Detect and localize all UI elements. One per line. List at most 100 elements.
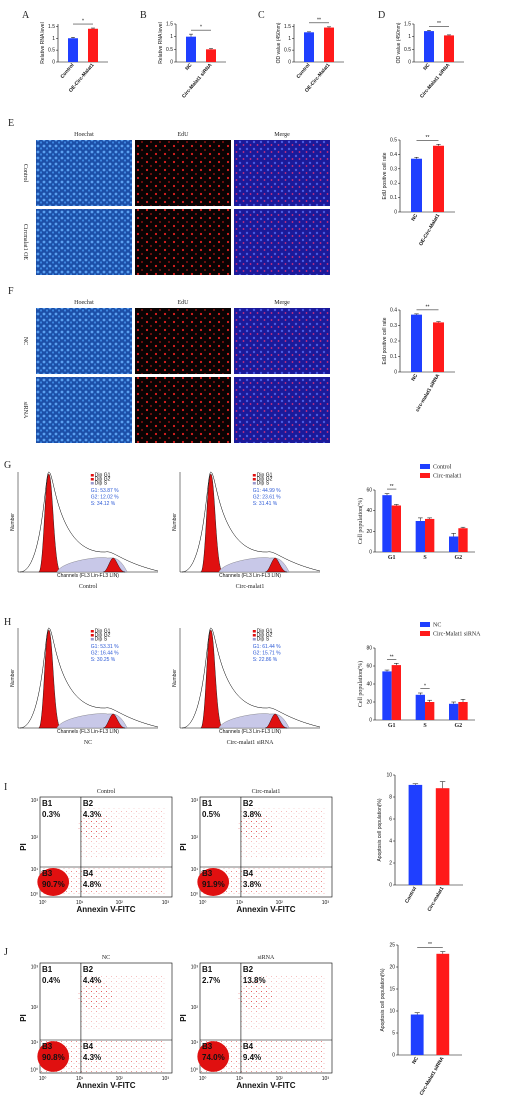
- y-tick-label: 0: [394, 370, 397, 376]
- x-tick-label: 10¹: [76, 900, 84, 906]
- y-tick-label: 5: [392, 1031, 395, 1037]
- panel-letter: A: [22, 10, 30, 21]
- x-tick-label: S: [423, 555, 427, 561]
- y-tick-label: 10¹: [191, 867, 199, 873]
- legend-swatch: [90, 634, 94, 637]
- quadrant-value: 9.4%: [243, 1053, 261, 1062]
- bar: [411, 158, 422, 212]
- x-tick-label: 10⁰: [199, 1076, 207, 1082]
- y-axis-label: Relative RNA level: [40, 22, 46, 63]
- y-tick-label: 10⁰: [30, 1068, 38, 1074]
- apoptosis-bar-I: 0 2 4 6 8 10 Apoptosis cell population(%) Contr…: [377, 773, 463, 913]
- column-title: Merge: [274, 300, 290, 306]
- histogram-outline: [181, 471, 321, 573]
- x-tick-label: NC: [184, 62, 193, 72]
- micrograph-merge: [234, 209, 330, 275]
- y-tick-label: 15: [389, 987, 395, 993]
- bar: [206, 49, 216, 62]
- panel-letter: C: [258, 10, 265, 21]
- y-tick-label: 20: [366, 700, 372, 706]
- sample-name: NC: [84, 740, 92, 746]
- bar-chart-C: 00.511.5OD value (450nm)ControlOE-Circ-M…: [276, 17, 344, 94]
- bar: [458, 528, 468, 552]
- x-tick-label: Control: [296, 62, 312, 80]
- y-axis-label: Apoptosis cell population(%): [380, 968, 386, 1031]
- y-tick-label: 0.3: [390, 166, 397, 172]
- x-tick-label: Circ-malat1: [427, 886, 446, 913]
- micrograph-edu: [135, 209, 231, 275]
- plot-frame: [199, 962, 333, 1074]
- phase-stat: S: 22.86 %: [253, 657, 278, 663]
- y-tick-label: 1: [52, 36, 55, 42]
- sample-name: NC: [102, 955, 110, 961]
- y-tick-label: 60: [366, 488, 372, 494]
- histogram-outline: [181, 627, 321, 729]
- y-tick-label: 10³: [31, 798, 39, 804]
- y-tick-label: 10³: [191, 798, 199, 804]
- x-tick-label: 10²: [276, 1076, 284, 1082]
- y-axis-label: Relative RNA level: [158, 22, 164, 63]
- quadrant-value: 3.8%: [243, 880, 261, 889]
- bar: [411, 314, 422, 372]
- bar: [424, 31, 434, 62]
- y-tick-label: 1: [288, 36, 291, 42]
- g1-peak: [38, 629, 61, 729]
- phase-stat: G1: 61.44 %: [253, 644, 281, 650]
- legend-label: Dip G2: [257, 476, 273, 482]
- y-axis-label: PI: [179, 843, 188, 851]
- y-axis-label: Number: [10, 513, 16, 531]
- x-tick-label: 10²: [116, 1076, 124, 1082]
- quadrant-value: 4.8%: [83, 880, 101, 889]
- y-axis-label: EdU positive cell rate: [382, 317, 388, 364]
- x-axis-label: Annexin V-FITC: [236, 1081, 295, 1090]
- y-axis-label: Cell population(%): [357, 661, 364, 707]
- x-tick-label: 10³: [322, 1076, 330, 1082]
- y-tick-label: 0.4: [390, 152, 397, 158]
- y-axis-label: Cell population(%): [357, 498, 364, 544]
- y-tick-label: 0: [408, 60, 411, 66]
- edu-chart-E: 0 0.1 0.2 0.3 0.4 0.5 EdU positive cell rate NC…: [382, 135, 455, 247]
- y-tick-label: 0: [394, 210, 397, 216]
- quadrant-label: B3: [202, 869, 213, 878]
- phase-stat: G1: 53.87 %: [91, 488, 119, 494]
- legend-label: NC: [433, 623, 441, 629]
- phase-stat: G1: 53.31 %: [91, 644, 119, 650]
- y-axis-label: PI: [19, 1014, 28, 1022]
- y-tick-label: 80: [366, 646, 372, 652]
- bar: [458, 702, 468, 720]
- y-tick-label: 60: [366, 664, 372, 670]
- y-tick-label: 0.2: [390, 339, 397, 345]
- bar: [304, 32, 314, 62]
- y-tick-label: 1: [408, 34, 411, 40]
- bar: [391, 505, 401, 552]
- y-axis-label: Number: [172, 513, 178, 531]
- x-tick-label: Circ-Malat1 siRNA: [419, 1056, 446, 1097]
- quadrant-label: B3: [202, 1042, 213, 1051]
- micrograph-hoechst: [36, 377, 132, 443]
- sig-mark: *: [82, 19, 84, 25]
- x-axis-label: Channels (FL3 Lin-FL3 LIN): [57, 573, 119, 579]
- y-axis-label: PI: [179, 1014, 188, 1022]
- bar: [186, 36, 196, 62]
- quadrant-value: 4.3%: [83, 1053, 101, 1062]
- phase-stat: G2: 23.61 %: [253, 495, 281, 501]
- x-tick-label: 10²: [116, 900, 124, 906]
- row-label: Circmalat1 OE: [22, 224, 28, 260]
- y-tick-label: 10²: [31, 1005, 39, 1011]
- micrograph-edu: [135, 377, 231, 443]
- histogram-outline: [19, 627, 159, 729]
- legend-swatch: [90, 638, 94, 641]
- bar: [449, 536, 459, 552]
- y-tick-label: 40: [366, 508, 372, 514]
- g2-peak: [103, 713, 126, 729]
- quadrant-value: 91.9%: [202, 880, 225, 889]
- phase-stat: G1: 44.99 %: [253, 488, 281, 494]
- quadrant-label: B1: [202, 965, 213, 974]
- sig-mark: **: [390, 654, 394, 660]
- quadrant-label: B4: [83, 869, 94, 878]
- sample-name: Control: [97, 789, 116, 795]
